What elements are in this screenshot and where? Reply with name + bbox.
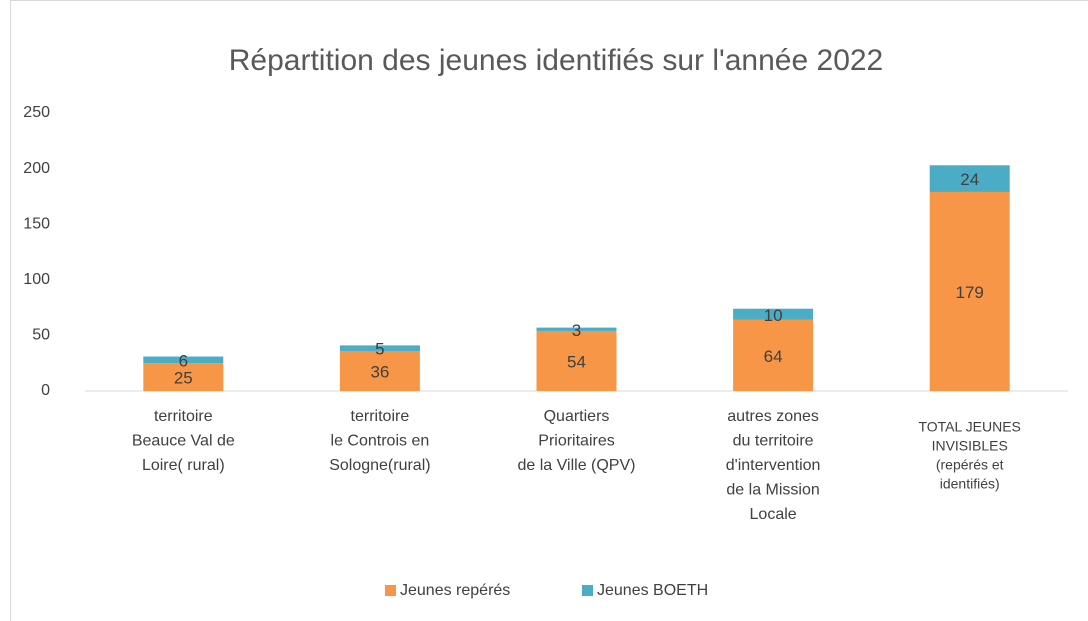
x-tick-label: INVISIBLES [932,438,1008,454]
x-tick-label: TOTAL JEUNES [918,419,1020,435]
data-label: 5 [375,340,384,359]
x-tick-label: le Controis en [331,433,430,450]
x-tick-label: de la Mission [726,482,819,499]
x-tick-label: Beauce Val de [132,433,235,450]
chart-title: Répartition des jeunes identifiés sur l'… [229,44,884,77]
bar-segment [733,308,814,320]
y-tick-label: 0 [41,382,50,399]
data-label: 54 [567,352,586,371]
x-tick-label: (repérés et [936,457,1004,473]
data-label: 3 [572,321,581,340]
bar-segment [929,165,1010,192]
x-tick-label: Locale [750,506,797,523]
x-tick-label: d'intervention [726,457,821,474]
legend-swatch [385,585,396,596]
x-tick-label: territoire [351,408,410,425]
bar-segment [339,345,420,351]
bar-segment [536,327,617,331]
legend-label: Jeunes repérés [400,582,510,599]
data-label: 24 [960,170,979,189]
y-tick-label: 100 [23,271,50,288]
x-tick-label: autres zones [727,408,819,425]
y-tick-label: 150 [23,215,50,232]
chart-frame [10,0,1088,621]
x-tick-label: Sologne(rural) [329,457,430,474]
data-label: 6 [179,351,188,370]
bar-segment [143,363,224,391]
x-tick-label: de la Ville (QPV) [518,457,636,474]
bar-segment [339,350,420,391]
x-tick-label: identifiés) [940,476,1000,492]
legend-label: Jeunes BOETH [597,582,708,599]
x-tick-label: Quartiers [544,408,610,425]
data-label: 25 [174,369,193,388]
bar-segment [733,319,814,391]
data-label: 179 [956,283,984,302]
bar-segment [536,330,617,391]
x-tick-label: territoire [154,408,213,425]
bar-segment [929,191,1010,391]
x-tick-label: Loire( rural) [142,457,225,474]
x-tick-label: Prioritaires [538,433,614,450]
data-label: 64 [764,347,783,366]
y-tick-label: 50 [32,327,50,344]
x-tick-label: du territoire [733,433,814,450]
bar-segment [143,356,224,364]
legend-swatch [582,585,593,596]
data-label: 10 [764,306,783,325]
data-label: 36 [370,362,389,381]
y-tick-label: 200 [23,160,50,177]
y-tick-label: 250 [23,104,50,121]
